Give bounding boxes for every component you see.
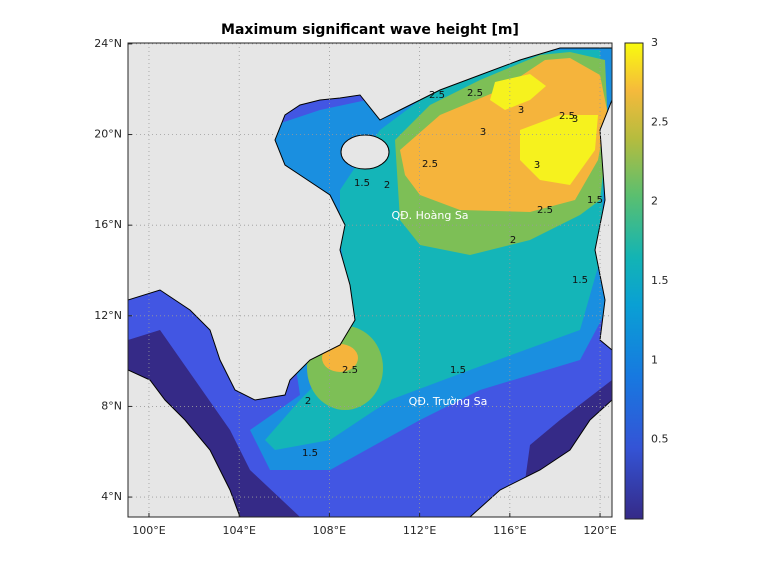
- colorbar-tick-label: 1: [651, 353, 658, 366]
- band-3: [520, 115, 598, 185]
- band-3: [490, 74, 546, 110]
- contour-label: 2: [384, 180, 390, 191]
- band-25-3: [322, 344, 358, 372]
- colorbar-tick-label: 0.5: [651, 433, 669, 446]
- x-tick-label: 120°E: [583, 524, 616, 537]
- contour-label: 1.5: [302, 448, 318, 459]
- x-tick-label: 100°E: [132, 524, 165, 537]
- contour-label: 2.5: [422, 159, 438, 170]
- contour-label: 3: [518, 105, 524, 116]
- colorbar-tick-label: 3: [651, 36, 658, 49]
- y-tick-label: 8°N: [101, 399, 122, 412]
- contour-label: 2.5: [559, 111, 575, 122]
- y-tick-label: 24°N: [94, 37, 122, 50]
- contour-label: 2.5: [429, 90, 445, 101]
- contour-label: 2: [305, 396, 311, 407]
- contour-label: 2.5: [467, 88, 483, 99]
- x-tick-label: 108°E: [313, 524, 346, 537]
- land-hainan: [340, 134, 390, 170]
- colorbar: [624, 42, 644, 520]
- colorbar-tick-label: 2.5: [651, 115, 669, 128]
- contour-label: 3: [572, 114, 578, 125]
- x-tick-label: 112°E: [403, 524, 436, 537]
- y-tick-label: 20°N: [94, 128, 122, 141]
- land-borneo: [469, 399, 612, 517]
- contour-label: 2.5: [537, 205, 553, 216]
- contour-label: 2: [510, 235, 516, 246]
- map: [128, 43, 612, 517]
- place-label: QĐ. Hoàng Sa: [391, 209, 468, 222]
- y-tick-label: 16°N: [94, 218, 122, 231]
- contour-label: 1.5: [572, 275, 588, 286]
- contour-label: 1.5: [450, 365, 466, 376]
- y-tick-label: 4°N: [101, 490, 122, 503]
- grid: [128, 43, 612, 517]
- colorbar-tick-label: 1.5: [651, 274, 669, 287]
- contour-label: 3: [534, 160, 540, 171]
- contour-label: 2.5: [342, 365, 358, 376]
- chart-title: Maximum significant wave height [m]: [221, 22, 519, 38]
- x-tick-label: 104°E: [222, 524, 255, 537]
- contour-label: 1.5: [587, 195, 603, 206]
- labels: 100°E 104°E 108°E 112°E 116°E 120°E 4°N 8°N 12°N…: [94, 36, 668, 537]
- y-tick-label: 12°N: [94, 309, 122, 322]
- axes-box: [127, 42, 613, 518]
- x-tick-label: 116°E: [493, 524, 526, 537]
- colorbar-tick-label: 2: [651, 195, 658, 208]
- land-mainland: [128, 43, 612, 401]
- contour-label: 1.5: [354, 178, 370, 189]
- contour-label: 3: [480, 127, 486, 138]
- place-label: QĐ. Trường Sa: [409, 395, 488, 408]
